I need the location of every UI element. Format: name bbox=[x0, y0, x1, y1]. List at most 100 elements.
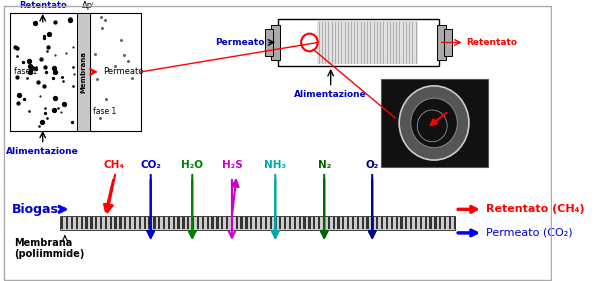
Bar bbox=[381, 79, 487, 167]
Text: Permeato (CO₂): Permeato (CO₂) bbox=[486, 228, 572, 238]
Bar bbox=[274, 217, 277, 230]
Bar bbox=[367, 217, 369, 230]
Bar bbox=[303, 217, 306, 230]
Bar bbox=[77, 13, 90, 131]
Text: Permeato: Permeato bbox=[215, 38, 264, 47]
Bar bbox=[299, 217, 301, 230]
Text: fase 1: fase 1 bbox=[93, 107, 117, 116]
Bar bbox=[60, 216, 455, 230]
Text: CH₄: CH₄ bbox=[104, 160, 124, 170]
Bar bbox=[71, 217, 73, 230]
Bar bbox=[66, 217, 68, 230]
Bar bbox=[437, 25, 446, 60]
Bar bbox=[279, 217, 281, 230]
Bar bbox=[444, 217, 446, 230]
Bar bbox=[105, 217, 107, 230]
Bar bbox=[187, 217, 189, 230]
Text: Retentato (CH₄): Retentato (CH₄) bbox=[486, 204, 584, 214]
Bar bbox=[202, 217, 204, 230]
Bar bbox=[347, 217, 349, 230]
Bar bbox=[410, 217, 412, 230]
Bar bbox=[333, 217, 335, 230]
Bar bbox=[318, 217, 320, 230]
Bar bbox=[357, 217, 359, 230]
Text: O₂: O₂ bbox=[365, 160, 379, 170]
Circle shape bbox=[411, 98, 458, 148]
Bar bbox=[124, 217, 127, 230]
Text: Alimentazione: Alimentazione bbox=[7, 146, 79, 155]
Bar bbox=[80, 217, 83, 230]
Bar bbox=[11, 13, 98, 131]
Bar bbox=[95, 217, 98, 230]
Bar bbox=[400, 217, 403, 230]
Bar bbox=[154, 217, 155, 230]
Bar bbox=[206, 217, 209, 230]
Bar bbox=[265, 217, 267, 230]
Bar bbox=[260, 217, 262, 230]
Bar bbox=[245, 217, 248, 230]
Bar bbox=[386, 217, 388, 230]
Bar bbox=[100, 217, 102, 230]
Text: Permeato: Permeato bbox=[103, 67, 143, 76]
Text: Membrana
(poliimmide): Membrana (poliimmide) bbox=[14, 238, 84, 259]
Bar bbox=[231, 217, 233, 230]
Bar bbox=[425, 217, 427, 230]
Bar bbox=[90, 217, 93, 230]
Bar bbox=[294, 217, 296, 230]
Bar bbox=[168, 217, 170, 230]
Bar bbox=[255, 217, 257, 230]
Bar bbox=[352, 217, 354, 230]
Bar bbox=[240, 217, 243, 230]
Bar bbox=[430, 217, 432, 230]
Text: CO₂: CO₂ bbox=[140, 160, 161, 170]
Bar bbox=[134, 217, 136, 230]
Bar bbox=[376, 217, 378, 230]
Bar bbox=[323, 217, 325, 230]
Text: Alimentazione: Alimentazione bbox=[295, 90, 367, 99]
Text: Biogas: Biogas bbox=[12, 203, 59, 216]
Bar bbox=[211, 217, 214, 230]
Circle shape bbox=[399, 86, 469, 160]
Bar bbox=[284, 217, 286, 230]
Bar bbox=[90, 13, 140, 131]
Bar bbox=[158, 217, 161, 230]
Bar bbox=[381, 217, 383, 230]
Bar bbox=[114, 217, 117, 230]
Bar bbox=[129, 217, 131, 230]
Text: Retentato: Retentato bbox=[19, 1, 67, 10]
Bar bbox=[271, 25, 280, 60]
Bar bbox=[120, 217, 121, 230]
Bar bbox=[270, 217, 272, 230]
Bar bbox=[250, 217, 252, 230]
Bar bbox=[226, 217, 228, 230]
Bar bbox=[434, 217, 437, 230]
Bar bbox=[265, 29, 273, 56]
Bar bbox=[391, 217, 393, 230]
Bar bbox=[405, 217, 408, 230]
Bar bbox=[453, 217, 456, 230]
Bar bbox=[415, 217, 417, 230]
Bar bbox=[192, 217, 195, 230]
Bar bbox=[396, 217, 398, 230]
Bar bbox=[278, 19, 439, 66]
Text: Δpᴵ: Δpᴵ bbox=[82, 1, 94, 10]
Bar bbox=[221, 217, 223, 230]
Bar bbox=[139, 217, 141, 230]
Text: Membrana: Membrana bbox=[80, 51, 86, 93]
Bar bbox=[444, 29, 452, 56]
Text: NH₃: NH₃ bbox=[264, 160, 286, 170]
Bar bbox=[317, 21, 418, 64]
Bar bbox=[182, 217, 184, 230]
Bar bbox=[143, 217, 146, 230]
Bar bbox=[148, 217, 151, 230]
Bar bbox=[236, 217, 238, 230]
Bar bbox=[173, 217, 175, 230]
Bar bbox=[439, 217, 441, 230]
Bar bbox=[419, 217, 422, 230]
Bar bbox=[109, 217, 112, 230]
Bar bbox=[61, 217, 64, 230]
Bar bbox=[371, 217, 374, 230]
Bar bbox=[86, 217, 87, 230]
Text: H₂S: H₂S bbox=[221, 160, 242, 170]
Bar bbox=[328, 217, 330, 230]
